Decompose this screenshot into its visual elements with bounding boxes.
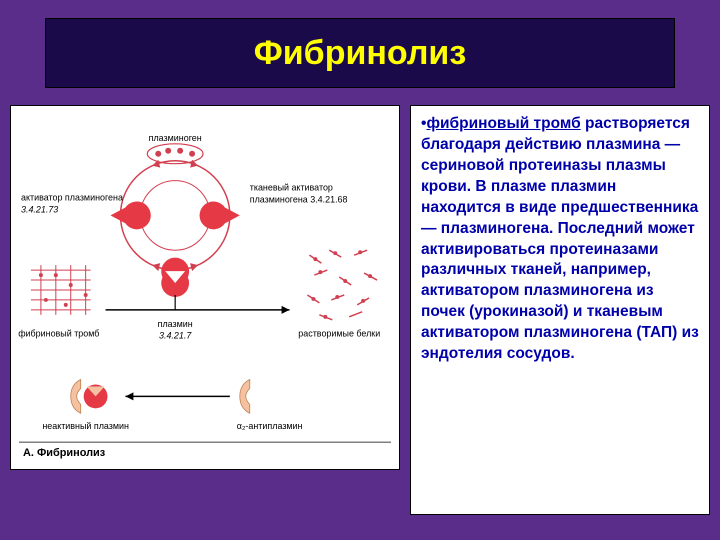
fibrin-thromb-link[interactable]: фибриновый тромб: [426, 115, 580, 132]
antiplasmin-icon: [240, 379, 250, 413]
label-plasmin-ec: 3.4.21.7: [159, 331, 192, 341]
label-tissue-activator: тканевый активатор: [250, 183, 333, 193]
tissue-activator-enzyme-icon: [200, 201, 240, 229]
label-plasminogen: плазминоген: [149, 133, 202, 143]
activator-enzyme-icon: [111, 201, 151, 229]
title-box: Фибринолиз: [45, 18, 675, 88]
slide-title: Фибринолиз: [254, 34, 466, 73]
description-panel: •фибриновый тромб растворяется благодаря…: [410, 105, 710, 515]
label-antiplasmin: α₂-антиплазмин: [237, 421, 303, 431]
section-title: А. Фибринолиз: [23, 447, 106, 459]
arrow-cycle-3: [152, 263, 160, 271]
description-text: •фибриновый тромб растворяется благодаря…: [421, 114, 699, 365]
soluble-proteins-icon: [307, 250, 377, 320]
label-activator: активатор плазминогена: [21, 192, 123, 202]
label-fibrin-thromb: фибриновый тромб: [18, 329, 99, 339]
body-text: растворяется благодаря действию плазмина…: [421, 115, 699, 362]
diagram-panel: плазминоген активатор плазминогена 3.4.2…: [10, 105, 400, 470]
label-soluble: растворимые белки: [298, 329, 380, 339]
label-plasmin: плазмин: [158, 319, 193, 329]
label-tissue-activator2: плазминогена 3.4.21.68: [250, 194, 348, 204]
inactive-plasmin-icon: [71, 379, 108, 413]
fibrin-thrombus-icon: [31, 265, 91, 315]
arrow-cycle-4: [190, 263, 198, 271]
cycle-circle-inner: [140, 181, 210, 251]
label-inactive-plasmin: неактивный плазмин: [42, 421, 129, 431]
label-activator-ec: 3.4.21.73: [21, 204, 58, 214]
fibrinolysis-diagram: плазминоген активатор плазминогена 3.4.2…: [11, 106, 399, 469]
